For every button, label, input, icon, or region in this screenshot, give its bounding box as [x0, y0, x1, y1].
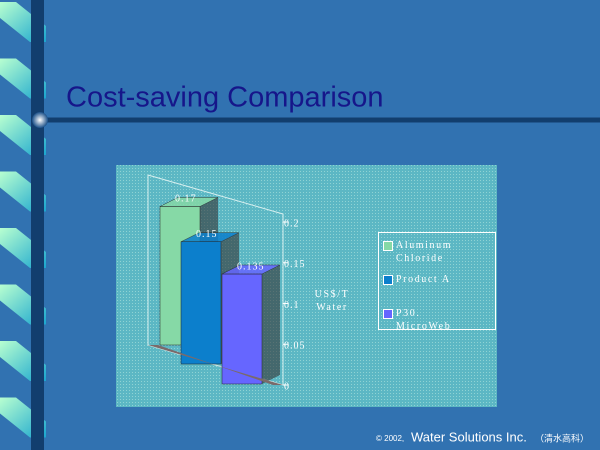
- y-tick-label: 0.2: [284, 218, 300, 229]
- bar: [180, 232, 240, 365]
- floor: [148, 345, 283, 385]
- legend-label: P30. MicroWeb: [396, 308, 452, 332]
- plot: 0 0.05 0.1 0.15 0.2 0.17 0.15 0.135: [147, 174, 306, 392]
- y-tick-label: 0.05: [284, 341, 306, 352]
- legend-swatch: [383, 275, 393, 285]
- title-ball: [32, 112, 48, 128]
- legend: Aluminum Chloride Product A P30. MicroWeb: [378, 232, 496, 333]
- y-tick-label: 0.15: [284, 259, 306, 270]
- y-tick-label: 0.1: [284, 300, 300, 311]
- legend-swatch: [383, 241, 393, 251]
- footer-company: Water Solutions Inc.: [411, 429, 527, 444]
- legend-label: Product A: [396, 274, 451, 285]
- wall-top: [147, 174, 284, 385]
- bar: [221, 264, 281, 385]
- footer-chinese: （清水高科）: [535, 432, 589, 443]
- legend-entry: Aluminum Chloride: [383, 239, 491, 265]
- binder-spine: [31, 0, 44, 450]
- y-tick-label: 0: [284, 381, 290, 392]
- legend-swatch: [383, 309, 393, 319]
- y-axis-label: US$/T Water: [314, 289, 350, 313]
- bar-side: [262, 264, 280, 384]
- data-label: 0.15: [196, 229, 218, 240]
- legend-entry: P30. MicroWeb: [383, 307, 491, 333]
- data-label: 0.17: [175, 194, 197, 205]
- slide-title: Cost-saving Comparison: [66, 82, 384, 114]
- bar-front: [221, 273, 263, 385]
- footer-copyright: © 2002,: [376, 434, 404, 443]
- legend-label: Aluminum Chloride: [396, 240, 453, 264]
- legend-entry: Product A: [383, 273, 491, 286]
- bar-front: [180, 241, 222, 365]
- data-label: 0.135: [237, 261, 265, 272]
